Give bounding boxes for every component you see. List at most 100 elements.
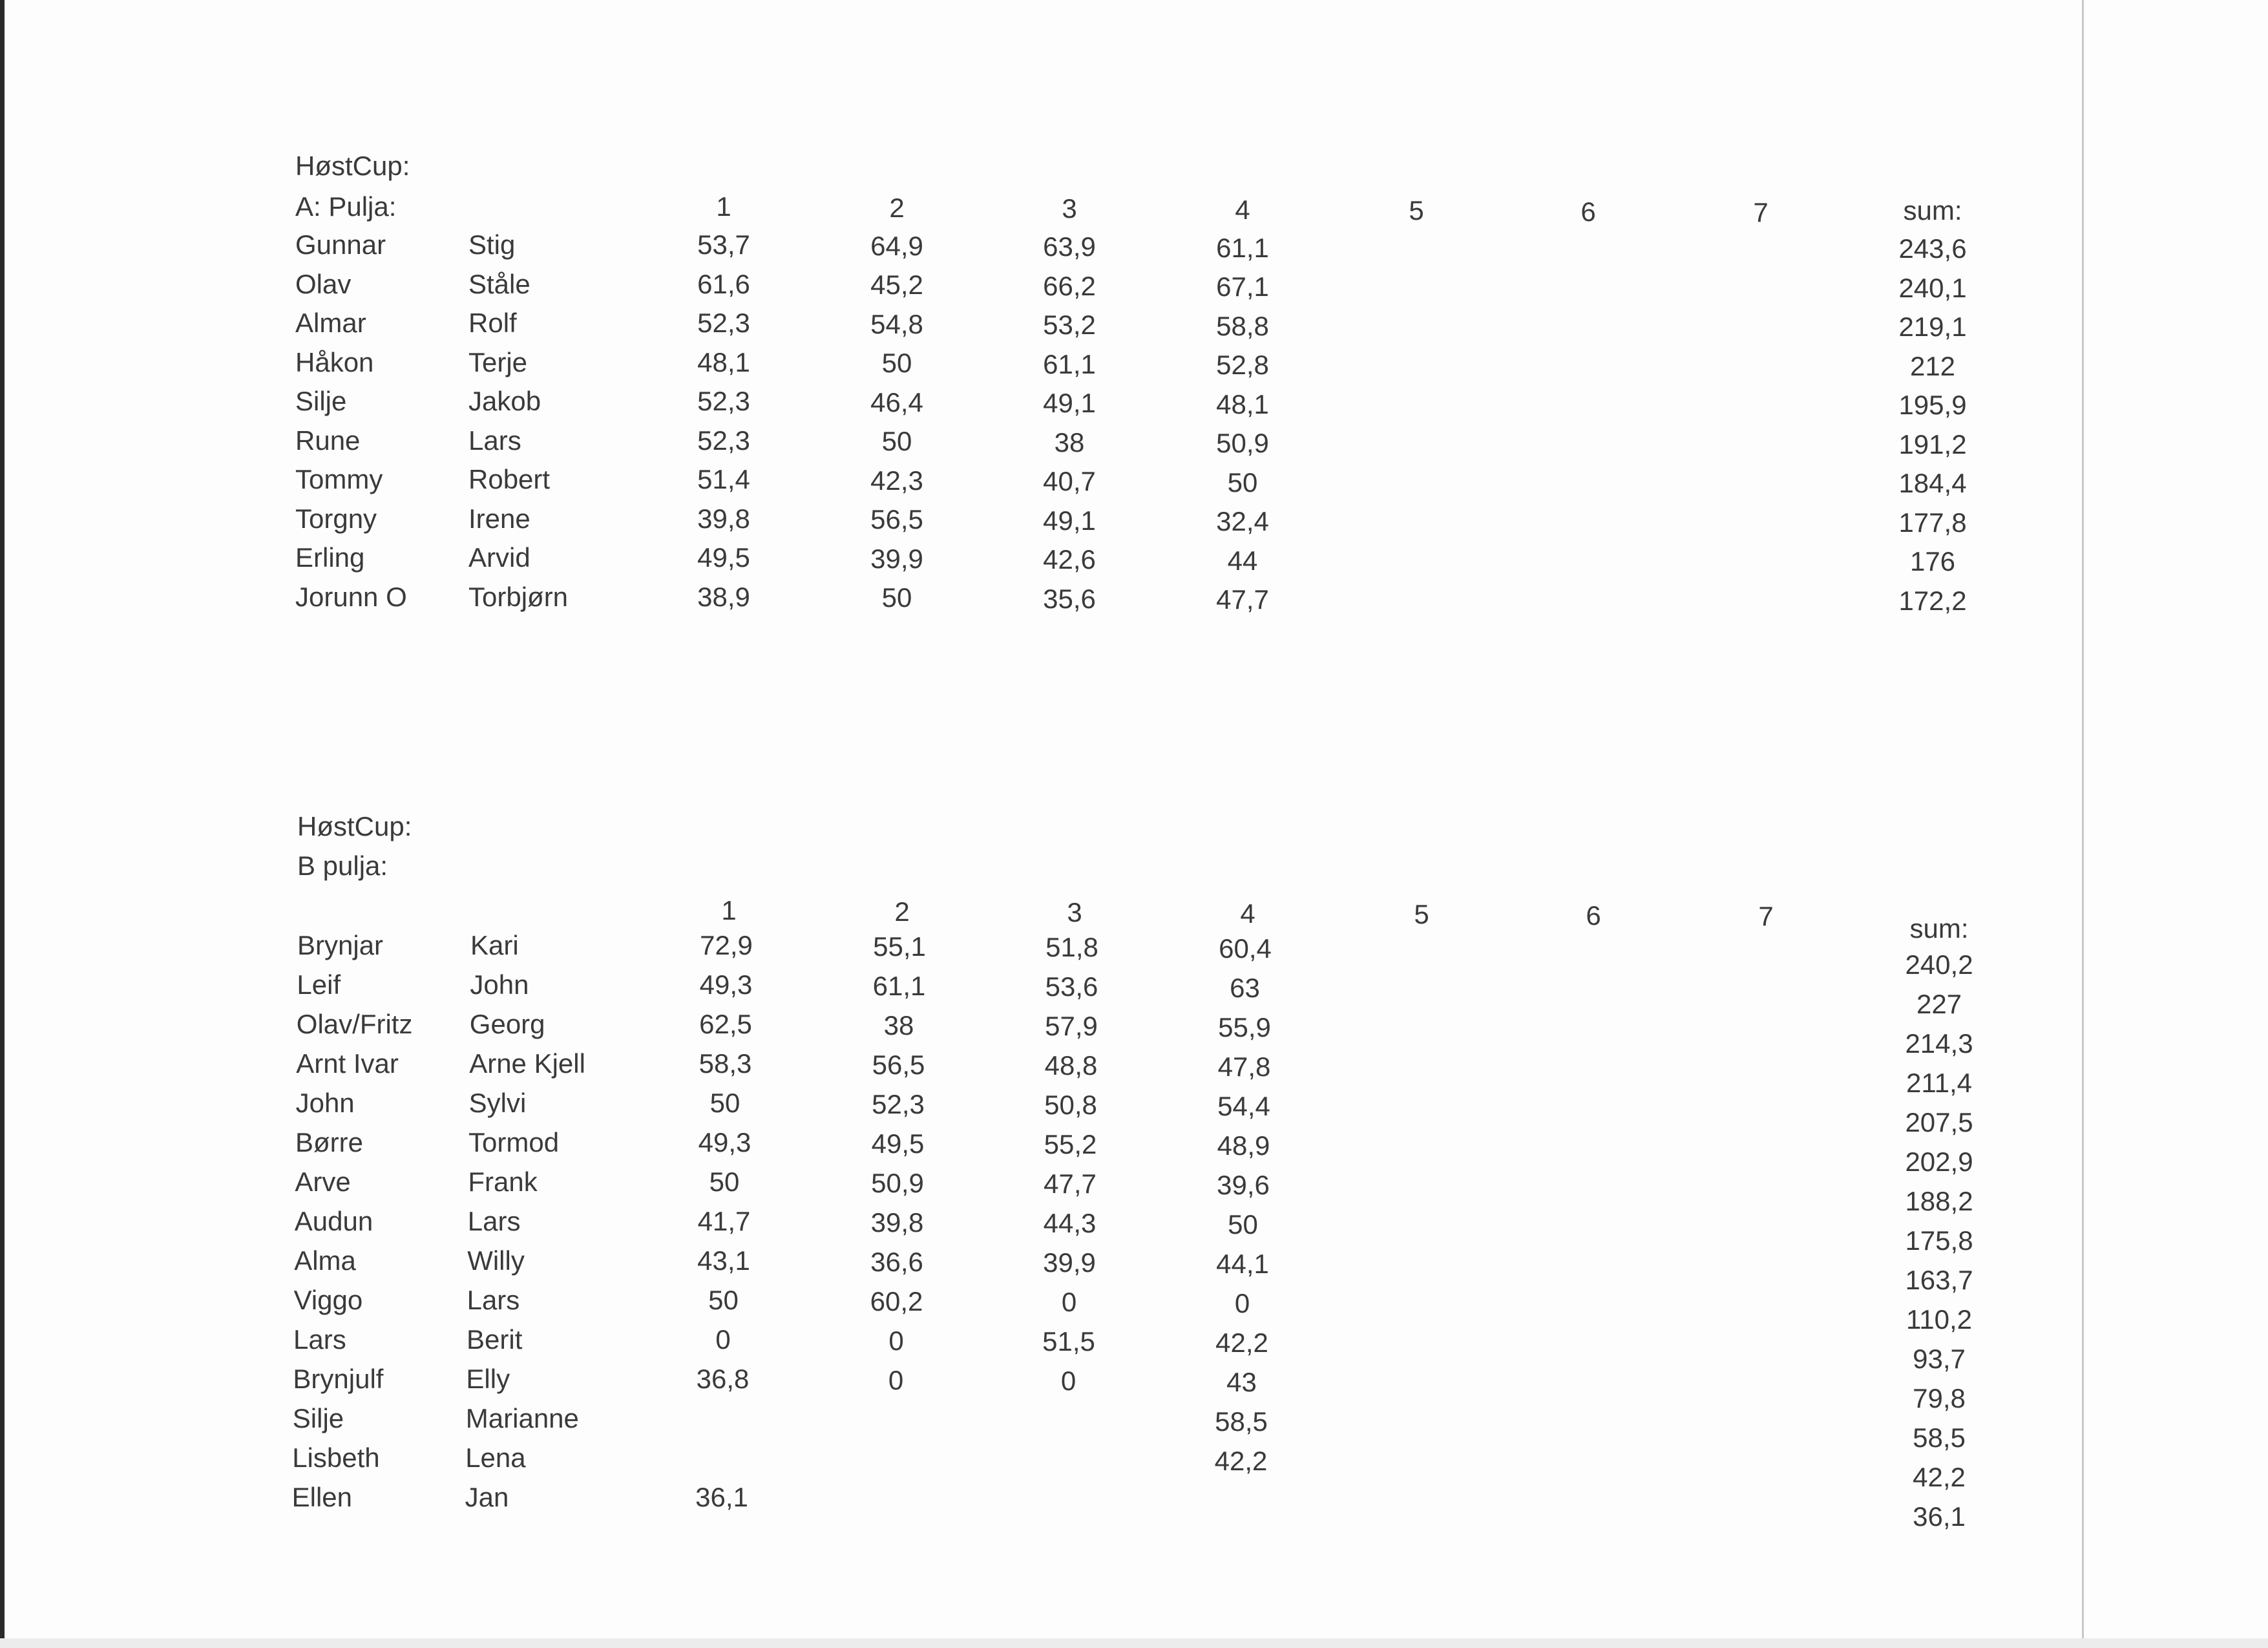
round-score: 53,2: [1043, 310, 1096, 340]
round-header: 2: [889, 192, 905, 223]
round-score: 39,8: [697, 503, 750, 534]
round-score: 45,2: [870, 269, 923, 300]
row-sum: 110,2: [1906, 1304, 1972, 1335]
row-sum: 188,2: [1905, 1186, 1973, 1216]
player-1-name: Brynjar: [297, 930, 384, 960]
player-2-name: Lena: [465, 1442, 526, 1473]
round-score: 50,9: [1216, 428, 1269, 458]
round-score: 61,1: [872, 970, 926, 1001]
player-2-name: Willy: [467, 1245, 525, 1276]
round-header: 6: [1586, 900, 1601, 931]
round-score: 50: [709, 1167, 740, 1197]
round-score: 50: [1227, 467, 1258, 498]
round-header: 7: [1753, 197, 1769, 227]
player-2-name: Lars: [467, 1285, 520, 1315]
round-score: 44,1: [1216, 1248, 1269, 1279]
round-score: 48,9: [1217, 1130, 1270, 1161]
round-score: 32,4: [1216, 506, 1269, 536]
round-header: 6: [1580, 196, 1596, 227]
player-2-name: Marianne: [465, 1403, 579, 1433]
player-1-name: Gunnar: [295, 229, 386, 260]
row-sum: 212: [1909, 350, 1956, 381]
player-2-name: Stig: [468, 229, 516, 260]
round-header: 2: [894, 896, 910, 927]
round-score: 39,9: [1043, 1247, 1096, 1278]
sum-header: sum:: [1909, 913, 1969, 944]
round-score: 50: [881, 426, 912, 456]
round-score: 49,5: [871, 1128, 925, 1159]
row-sum: 240,2: [1905, 949, 1973, 980]
player-2-name: Arvid: [468, 542, 530, 573]
player-1-name: Alma: [294, 1245, 356, 1276]
round-score: 50,8: [1044, 1090, 1097, 1120]
row-sum: 177,8: [1898, 507, 1967, 538]
round-score: 57,9: [1045, 1011, 1098, 1041]
player-1-name: Håkon: [295, 346, 374, 377]
player-1-name: Olav: [295, 268, 352, 299]
round-score: 0: [1060, 1366, 1076, 1396]
row-sum: 42,2: [1913, 1462, 1966, 1492]
round-score: 56,5: [872, 1049, 925, 1080]
row-sum: 93,7: [1913, 1344, 1966, 1374]
player-2-name: Robert: [468, 464, 551, 494]
round-header: 3: [1062, 193, 1077, 224]
round-score: 72,9: [700, 930, 753, 960]
round-score: 46,4: [870, 386, 923, 417]
player-2-name: Elly: [466, 1364, 510, 1394]
player-2-name: Irene: [468, 503, 530, 534]
round-score: 48,1: [1216, 388, 1269, 419]
round-score: 39,9: [870, 543, 923, 574]
pool-label: B pulja:: [297, 850, 388, 881]
player-1-name: Torgny: [295, 503, 377, 534]
round-score: 64,9: [870, 230, 923, 261]
player-1-name: Audun: [294, 1206, 373, 1236]
round-score: 63: [1230, 972, 1260, 1003]
round-score: 63,9: [1043, 231, 1096, 262]
round-score: 47,7: [1044, 1168, 1097, 1199]
player-2-name: Tormod: [468, 1127, 560, 1157]
round-score: 40,7: [1043, 466, 1096, 496]
round-header: 7: [1758, 901, 1774, 931]
round-header: 1: [721, 895, 737, 925]
player-1-name: Almar: [295, 308, 366, 338]
round-score: 41,7: [697, 1206, 751, 1236]
round-score: 47,7: [1216, 584, 1269, 615]
player-1-name: Jorunn O: [295, 581, 407, 612]
player-1-name: Brynjulf: [293, 1364, 384, 1394]
round-score: 66,2: [1043, 270, 1096, 301]
pool-label: A: Pulja:: [295, 191, 397, 222]
player-2-name: Torbjørn: [468, 581, 569, 612]
round-score: 42,6: [1043, 544, 1096, 575]
round-score: 0: [1061, 1287, 1077, 1317]
player-1-name: Arnt Ivar: [296, 1048, 399, 1079]
row-sum: 219,1: [1898, 312, 1967, 342]
player-2-name: Frank: [468, 1167, 538, 1197]
section-title: HøstCup:: [295, 151, 410, 181]
player-2-name: Berit: [467, 1324, 523, 1355]
round-score: 55,2: [1044, 1129, 1097, 1159]
round-score: 55,9: [1218, 1011, 1271, 1042]
round-score: 48,8: [1044, 1050, 1098, 1081]
player-1-name: Ellen: [291, 1482, 352, 1512]
row-sum: 176: [1909, 546, 1956, 576]
round-score: 50: [881, 348, 912, 378]
section-title: HøstCup:: [297, 811, 412, 841]
row-sum: 202,9: [1905, 1146, 1973, 1177]
round-score: 49,5: [697, 542, 750, 573]
round-score: 42,2: [1215, 1327, 1268, 1358]
player-1-name: Tommy: [295, 464, 383, 494]
row-sum: 214,3: [1905, 1028, 1973, 1059]
player-1-name: Leif: [297, 969, 341, 1000]
round-score: 39,6: [1217, 1169, 1270, 1200]
round-score: 51,4: [697, 464, 750, 494]
row-sum: 191,2: [1898, 428, 1967, 460]
player-1-name: Lisbeth: [292, 1442, 380, 1473]
round-score: 48,1: [697, 346, 750, 377]
player-2-name: Terje: [468, 346, 528, 377]
player-2-name: Lars: [467, 1206, 521, 1236]
round-header: 3: [1067, 897, 1082, 927]
round-score: 0: [888, 1325, 904, 1356]
round-score: 50,9: [871, 1167, 924, 1198]
round-score: 60,4: [1219, 933, 1272, 964]
round-score: 49,3: [698, 1127, 751, 1157]
